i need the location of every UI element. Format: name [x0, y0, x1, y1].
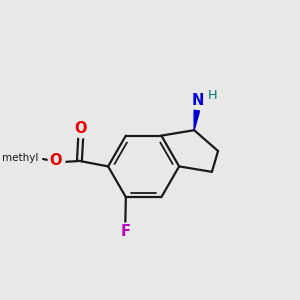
- Text: O: O: [50, 153, 62, 168]
- Polygon shape: [194, 110, 200, 130]
- Text: F: F: [120, 224, 130, 239]
- Text: methyl: methyl: [2, 154, 38, 164]
- Text: O: O: [74, 121, 87, 136]
- Text: N: N: [192, 93, 204, 108]
- Text: H: H: [208, 89, 217, 102]
